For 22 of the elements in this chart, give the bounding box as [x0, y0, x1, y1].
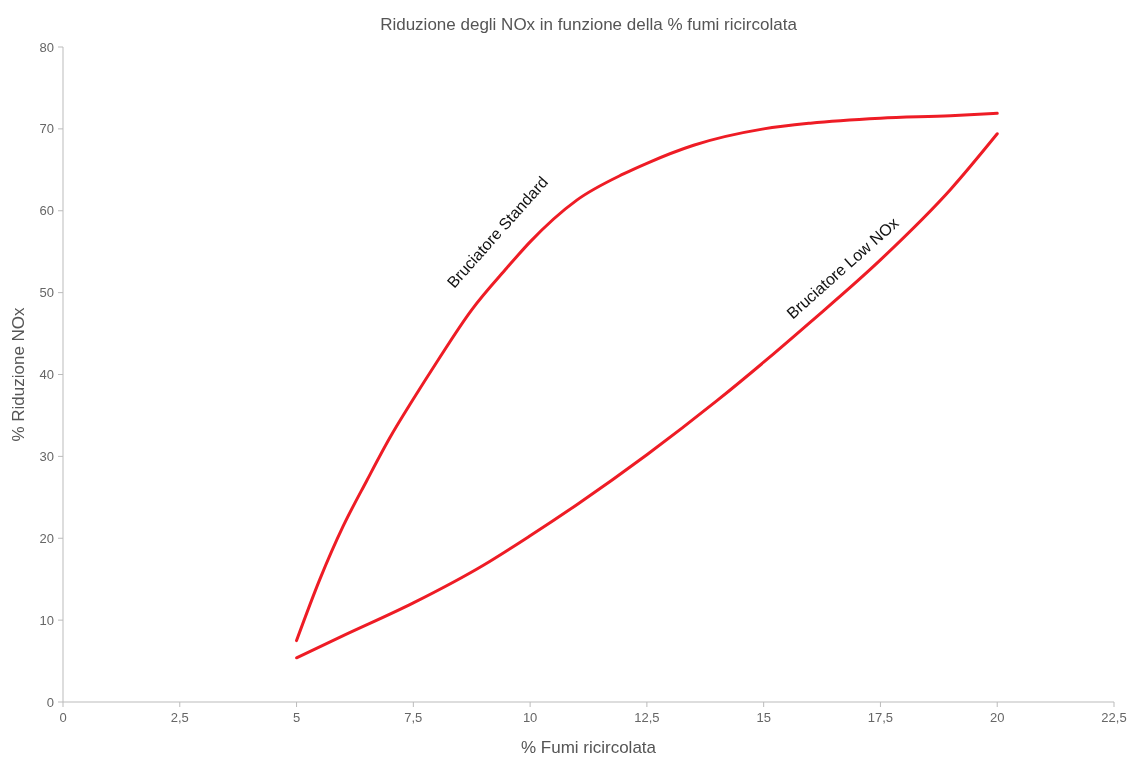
y-tick-label: 20 — [39, 530, 54, 546]
x-tick-label: 20 — [989, 710, 1005, 725]
chart-title: Riduzione degli NOx in funzione della % fumi ricircolata — [380, 15, 798, 34]
x-tick-label: 15 — [756, 710, 771, 725]
x-tick-label: 17,5 — [867, 710, 894, 725]
x-tick-label: 7,5 — [404, 710, 423, 725]
y-tick-label: 50 — [39, 285, 54, 301]
y-tick-label: 30 — [39, 448, 54, 464]
y-tick-label: 80 — [39, 39, 54, 55]
y-axis-title: % Riduzione NOx — [9, 306, 28, 442]
y-tick-label: 10 — [39, 612, 54, 628]
y-tick-label: 70 — [39, 121, 54, 137]
x-axis-title: % Fumi ricircolata — [520, 738, 657, 757]
y-tick-label: 40 — [39, 367, 54, 382]
y-tick-label: 0 — [46, 694, 54, 710]
x-tick-label: 5 — [292, 710, 301, 725]
x-tick-label: 12,5 — [634, 710, 660, 725]
x-tick-label: 0 — [59, 710, 67, 725]
y-tick-label: 60 — [39, 203, 54, 219]
x-tick-label: 10 — [522, 710, 538, 725]
x-tick-label: 22,5 — [1101, 710, 1127, 725]
x-tick-label: 2,5 — [170, 710, 189, 725]
